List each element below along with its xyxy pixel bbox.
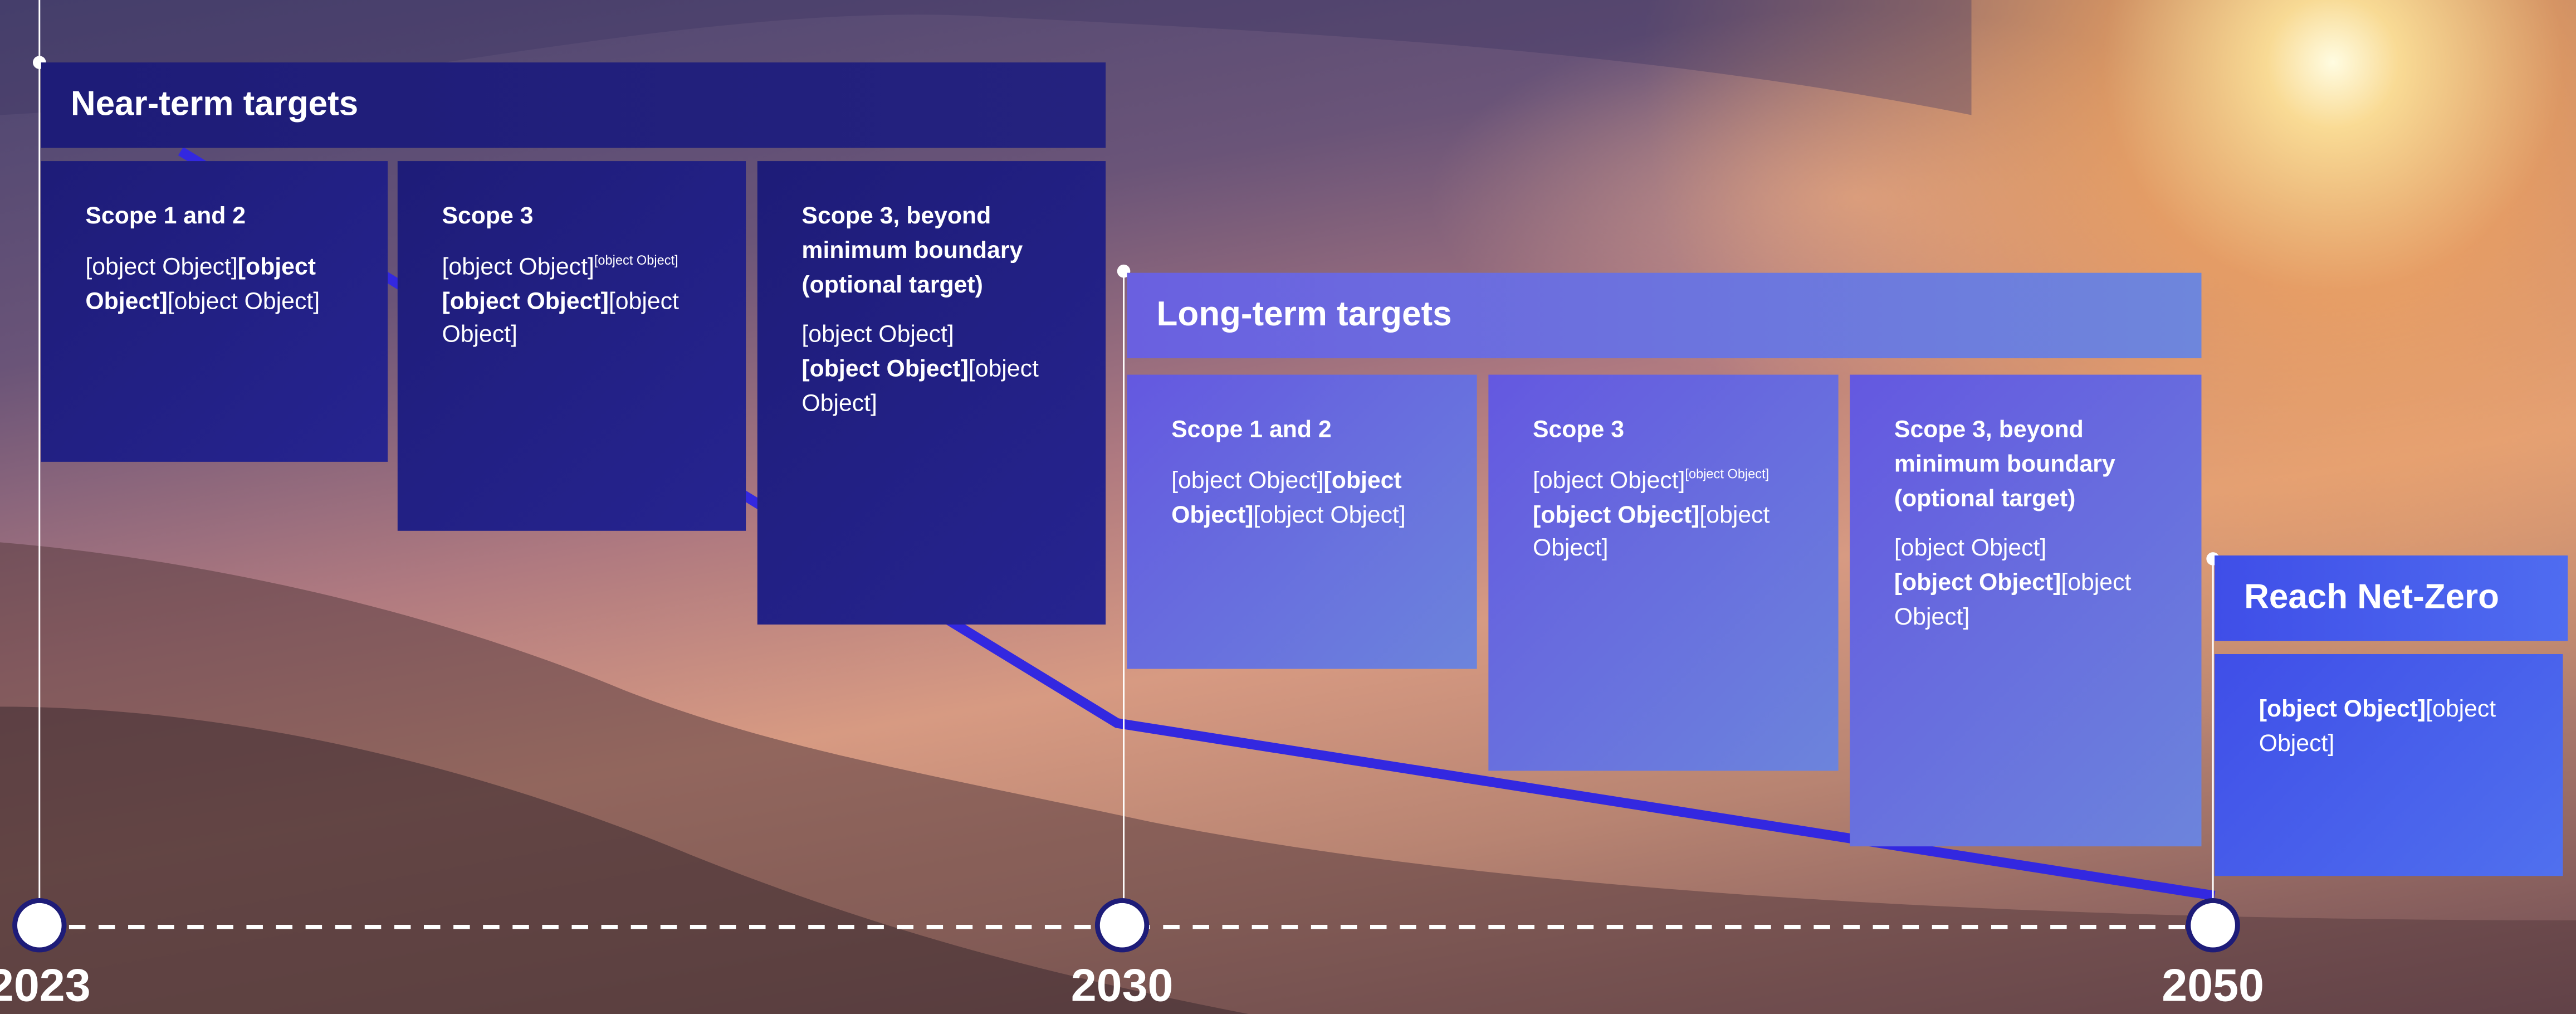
stage: Near-term targets Scope 1 and 2 [object Ob…	[0, 0, 2576, 1014]
text-run: [object Object]	[442, 289, 608, 315]
milestone	[1097, 900, 1146, 949]
milestone	[15, 900, 64, 949]
text-run: [object Object]	[168, 289, 320, 315]
text-run: [object Object]	[1171, 468, 1323, 494]
card-body: [object Object][object Object][object Ob…	[1894, 533, 2175, 636]
text-run: [object Object]	[85, 255, 237, 281]
card-body: [object Object][object Object][object Ob…	[85, 251, 361, 320]
card-body: [object Object][object Object]	[2259, 694, 2536, 762]
card-body: [object Object][object Object][object Ob…	[801, 319, 1079, 422]
year-label: 2023	[0, 960, 91, 1012]
text-run: [object Object]	[1253, 502, 1405, 528]
year-label: 2050	[2162, 960, 2264, 1012]
target-card: Scope 3, beyond minimum boundary (option…	[1850, 375, 2201, 847]
card-heading: Scope 3, beyond minimum boundary (option…	[801, 201, 1079, 303]
text-run: [object Object]	[1685, 466, 1769, 481]
card-body: [object Object][object Object][object Ob…	[442, 251, 719, 354]
text-run: [object Object]	[1533, 468, 1685, 494]
target-card: Scope 3[object Object][object Object][ob…	[1488, 375, 1838, 771]
milestone	[2188, 900, 2237, 949]
section-header: Long-term targets	[1127, 273, 2201, 358]
text-run: [object Object]	[2259, 697, 2426, 723]
text-run: [object Object]	[801, 323, 954, 349]
card-heading: Scope 1 and 2	[85, 201, 361, 235]
target-card: Scope 3[object Object][object Object][ob…	[398, 161, 746, 531]
card-heading: Scope 3	[1533, 414, 1812, 448]
text-run: [object Object]	[801, 357, 968, 383]
text-run: [object Object]	[594, 253, 678, 268]
card-body: [object Object][object Object][object Ob…	[1171, 465, 1450, 533]
text-run: [object Object]	[1533, 502, 1699, 528]
target-card: [object Object][object Object]	[2215, 654, 2563, 876]
section-header: Reach Net-Zero	[2215, 555, 2568, 641]
text-run: [object Object]	[442, 255, 594, 281]
text-run: [object Object]	[1894, 571, 2061, 597]
year-label: 2030	[1071, 960, 1174, 1012]
section-header: Near-term targets	[41, 62, 1106, 148]
card-heading: Scope 1 and 2	[1171, 414, 1450, 448]
card-body: [object Object][object Object][object Ob…	[1533, 465, 1812, 567]
text-run: [object Object]	[1894, 537, 2046, 563]
target-card: Scope 1 and 2 [object Object] [object Obje…	[41, 161, 388, 462]
card-heading: Scope 3	[442, 201, 719, 235]
target-card: Scope 3, beyond minimum boundary (option…	[757, 161, 1106, 625]
target-card: Scope 1 and 2 [object Object] [object Obje…	[1127, 375, 1477, 669]
card-heading: Scope 3, beyond minimum boundary (option…	[1894, 414, 2175, 516]
